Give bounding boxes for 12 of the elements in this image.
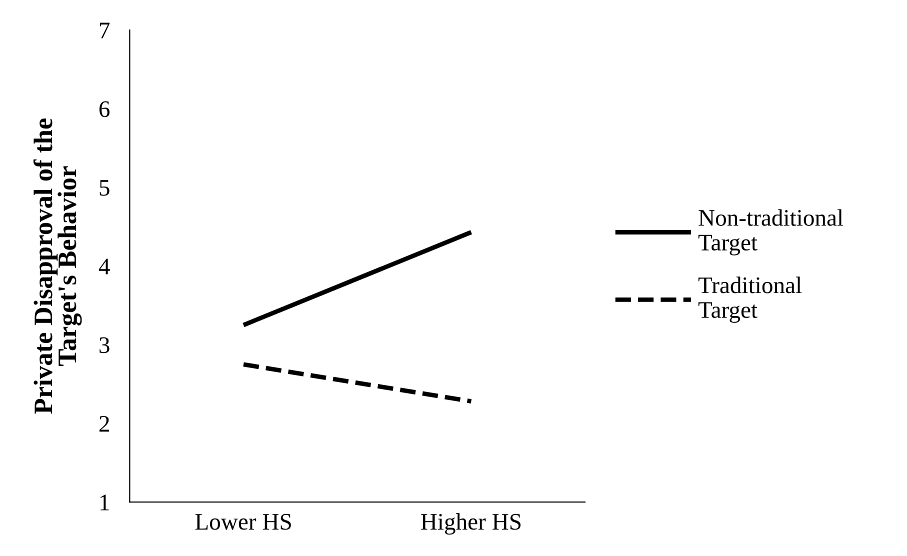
y-tick-label: 1 — [100, 494, 109, 510]
y-tick-label: 4 — [98, 258, 110, 274]
y-axis-title: Private Disapproval of the Target's Behavior — [33, 118, 82, 414]
legend-label: Traditional Target — [698, 276, 802, 323]
x-tick-label: Lower HS — [195, 514, 291, 530]
legend-label: Non-traditional Target — [698, 209, 844, 256]
y-tick-label: 6 — [99, 101, 110, 118]
y-tick-label: 5 — [100, 180, 110, 196]
y-tick-label: 7 — [100, 22, 110, 38]
y-tick-label: 2 — [99, 416, 109, 432]
x-tick-label: Higher HS — [421, 513, 521, 535]
y-tick-label: 3 — [100, 337, 110, 354]
